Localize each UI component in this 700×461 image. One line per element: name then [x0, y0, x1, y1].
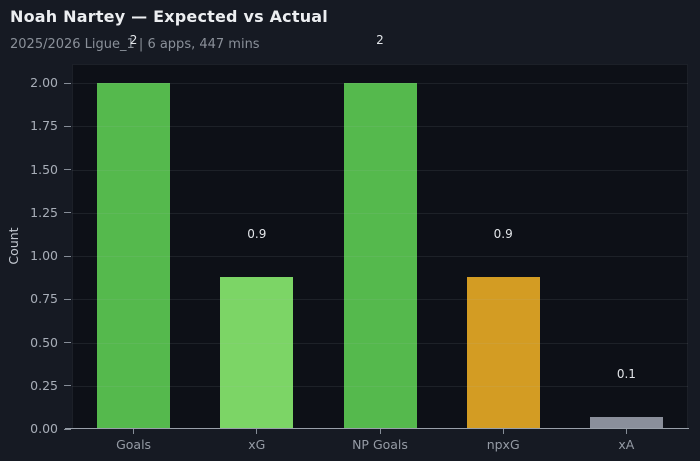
y-axis-tick: [64, 298, 71, 300]
x-axis-tick: [256, 429, 258, 434]
bar-value-label: 0.1: [616, 366, 636, 381]
x-axis-line: [65, 428, 689, 429]
category-label: npxG: [486, 437, 520, 452]
x-axis-tick: [502, 429, 504, 434]
bar-value-label: 0.9: [247, 226, 267, 241]
y-axis-tick: [64, 169, 71, 170]
y-tick-label: 1.50: [30, 161, 58, 177]
y-axis-tick: [64, 82, 71, 84]
bar-value-label: 2: [129, 33, 138, 47]
plot-area: [72, 64, 688, 429]
bar: [97, 83, 171, 428]
y-axis-tick: [64, 342, 71, 343]
grid-line: [72, 256, 688, 257]
y-axis-tick: [64, 428, 71, 430]
x-axis-tick: [133, 429, 135, 434]
bar: [220, 276, 294, 428]
y-axis-tick: [64, 212, 71, 214]
grid-line: [72, 299, 688, 301]
y-tick-label: 1.25: [30, 204, 58, 220]
grid-line: [72, 169, 688, 171]
chart-subtitle: 2025/2026 Ligue_1 | 6 apps, 447 mins: [10, 37, 260, 52]
y-tick-label: 0.75: [30, 291, 58, 307]
category-label: xA: [618, 437, 635, 452]
bar: [589, 416, 663, 428]
y-tick-label: 1.75: [30, 118, 58, 134]
x-axis-tick: [625, 429, 627, 434]
chart-title: Noah Nartey — Expected vs Actual: [10, 7, 328, 26]
y-tick-label: 0.00: [30, 421, 58, 436]
grid-line: [72, 126, 688, 128]
bar-value-label: 0.9: [493, 226, 513, 241]
bar: [343, 83, 417, 428]
y-axis-label: Count: [6, 227, 21, 265]
grid-line: [72, 83, 688, 84]
grid-line: [72, 385, 688, 387]
y-tick-label: 0.50: [30, 334, 58, 350]
grid-line: [72, 212, 688, 214]
bar-value-label: 2: [376, 33, 384, 47]
category-label: NP Goals: [352, 437, 408, 452]
category-label: Goals: [116, 437, 152, 452]
y-tick-label: 2.00: [30, 75, 58, 90]
y-axis-tick: [64, 125, 71, 127]
category-label: xG: [248, 437, 266, 452]
y-axis-tick: [64, 385, 71, 387]
y-tick-label: 1.00: [30, 248, 58, 263]
x-axis-tick: [379, 429, 381, 434]
y-axis-tick: [64, 255, 71, 257]
grid-line: [72, 342, 688, 344]
bar: [466, 276, 540, 428]
y-tick-label: 0.25: [30, 377, 58, 393]
